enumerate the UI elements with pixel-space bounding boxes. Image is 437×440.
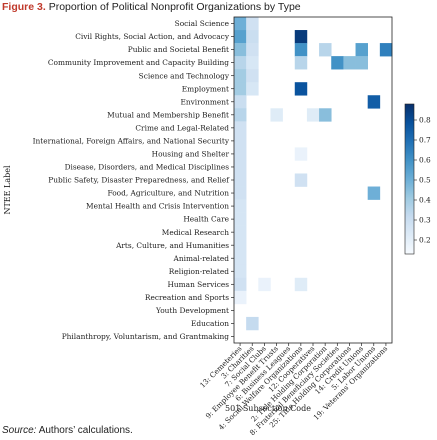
heatmap-cell: [246, 82, 259, 96]
heatmap-cell: [294, 82, 308, 96]
heatmap-cell: [294, 173, 308, 187]
colorbar-ticks: 0.2 0.3 0.4 0.5 0.6 0.7 0.8: [414, 116, 431, 245]
heatmap-cell: [319, 43, 332, 57]
y-tick-label: Food, Agriculture, and Nutrition: [108, 189, 230, 198]
heatmap-cell: [379, 43, 393, 57]
figure-number: Figure 3.: [2, 1, 46, 13]
y-tick-label: Youth Development: [155, 306, 229, 315]
y-tick-label: Medical Research: [162, 228, 229, 237]
heatmap-cell: [234, 238, 247, 253]
y-ticks: Social Science Civil Rights, Social Actio…: [33, 19, 234, 341]
y-tick-label: Environment: [180, 97, 229, 106]
heatmap-cell: [331, 56, 344, 70]
heatmap-cell: [246, 316, 259, 331]
y-tick-label: Community Improvement and Capacity Build…: [48, 58, 229, 67]
y-tick-label: Housing and Shelter: [152, 150, 230, 159]
heatmap-cell: [234, 290, 247, 305]
heatmap-cell: [234, 277, 247, 292]
heatmap-cell: [246, 30, 259, 44]
colorbar-tick-label: 0.5: [419, 176, 431, 185]
x-axis-label: 501 Subsection Code: [225, 404, 311, 413]
y-tick-label: Civil Rights, Social Action, and Advocac…: [75, 32, 230, 41]
y-tick-label: Health Care: [183, 215, 229, 224]
source-label: Source:: [2, 425, 37, 436]
heatmap-cell: [234, 147, 247, 161]
heatmap-cell: [343, 56, 356, 70]
heatmap-cell: [234, 69, 247, 83]
heatmap-cell: [234, 121, 247, 135]
heatmap-cell: [319, 108, 332, 122]
heatmap-cell: [258, 277, 271, 292]
heatmap-cell: [234, 43, 247, 57]
heatmap-cell: [234, 212, 247, 226]
colorbar-tick-label: 0.2: [419, 236, 431, 245]
heatmap-cell: [270, 108, 283, 122]
heatmap-cell: [246, 17, 259, 31]
colorbar: [404, 103, 415, 255]
heatmap-cells: [234, 17, 393, 331]
heatmap-cell: [234, 199, 247, 213]
y-tick-label: Social Science: [175, 19, 229, 28]
heatmap-cell: [234, 95, 247, 109]
y-tick-label: Public Safety, Disaster Preparedness, an…: [48, 176, 230, 185]
heatmap-cell: [294, 277, 308, 292]
heatmap-cell: [294, 30, 308, 44]
y-tick-label: Animal-related: [173, 254, 230, 263]
y-axis-label: NTEE Label: [3, 165, 12, 214]
y-tick-label: Recreation and Sports: [145, 293, 229, 302]
y-tick-label: Arts, Culture, and Humanities: [115, 241, 229, 250]
y-tick-label: Employment: [182, 84, 229, 93]
heatmap-cell: [234, 56, 247, 70]
heatmap-cell: [234, 251, 247, 266]
colorbar-tick-label: 0.8: [419, 116, 431, 125]
y-tick-label: Public and Societal Benefit: [128, 45, 229, 54]
figure-title-text: Proportion of Political Nonprofit Organi…: [48, 1, 301, 13]
heatmap-cell: [294, 147, 308, 161]
heatmap-cell: [234, 17, 247, 31]
heatmap-cell: [246, 69, 259, 83]
y-tick-label: Crime and Legal-Related: [135, 123, 229, 132]
heatmap-cell: [234, 82, 247, 96]
y-tick-label: International, Foreign Affairs, and Nati…: [33, 136, 230, 145]
heatmap-cell: [234, 30, 247, 44]
colorbar-tick-label: 0.4: [419, 196, 431, 205]
heatmap-cell: [234, 134, 247, 148]
y-tick-label: Education: [191, 319, 229, 328]
y-tick-label: Disease, Disorders, and Medical Discipli…: [65, 163, 230, 172]
source-note: Source: Authors’ calculations.: [2, 425, 133, 436]
heatmap-cell: [234, 225, 247, 239]
y-tick-label: Mutual and Membership Benefit: [107, 110, 229, 119]
heatmap-cell: [234, 186, 247, 200]
heatmap-cell: [355, 56, 368, 70]
y-tick-label: Human Services: [167, 280, 229, 289]
heatmap-cell: [246, 56, 259, 70]
source-text: Authors’ calculations.: [38, 425, 133, 436]
y-tick-label: Religion-related: [169, 267, 229, 276]
heatmap-cell: [294, 56, 308, 70]
heatmap-cell: [234, 264, 247, 279]
heatmap-cell: [367, 95, 381, 109]
heatmap-cell: [246, 43, 259, 57]
y-tick-label: Philanthropy, Voluntarism, and Grantmaki…: [62, 332, 230, 341]
y-tick-label: Mental Health and Crisis Intervention: [86, 202, 229, 211]
heatmap-cell: [355, 43, 368, 57]
heatmap-cell: [234, 108, 247, 122]
colorbar-tick-label: 0.3: [419, 216, 431, 225]
figure-title: Figure 3. Proportion of Political Nonpro…: [2, 1, 301, 13]
heatmap-cell: [234, 160, 247, 174]
heatmap-cell: [306, 108, 320, 122]
y-tick-label: Science and Technology: [139, 71, 230, 80]
heatmap-cell: [367, 186, 381, 200]
heatmap-cell: [234, 173, 247, 187]
heatmap-cell: [294, 43, 308, 57]
colorbar-tick-label: 0.7: [419, 136, 431, 145]
colorbar-tick-label: 0.6: [419, 156, 431, 165]
